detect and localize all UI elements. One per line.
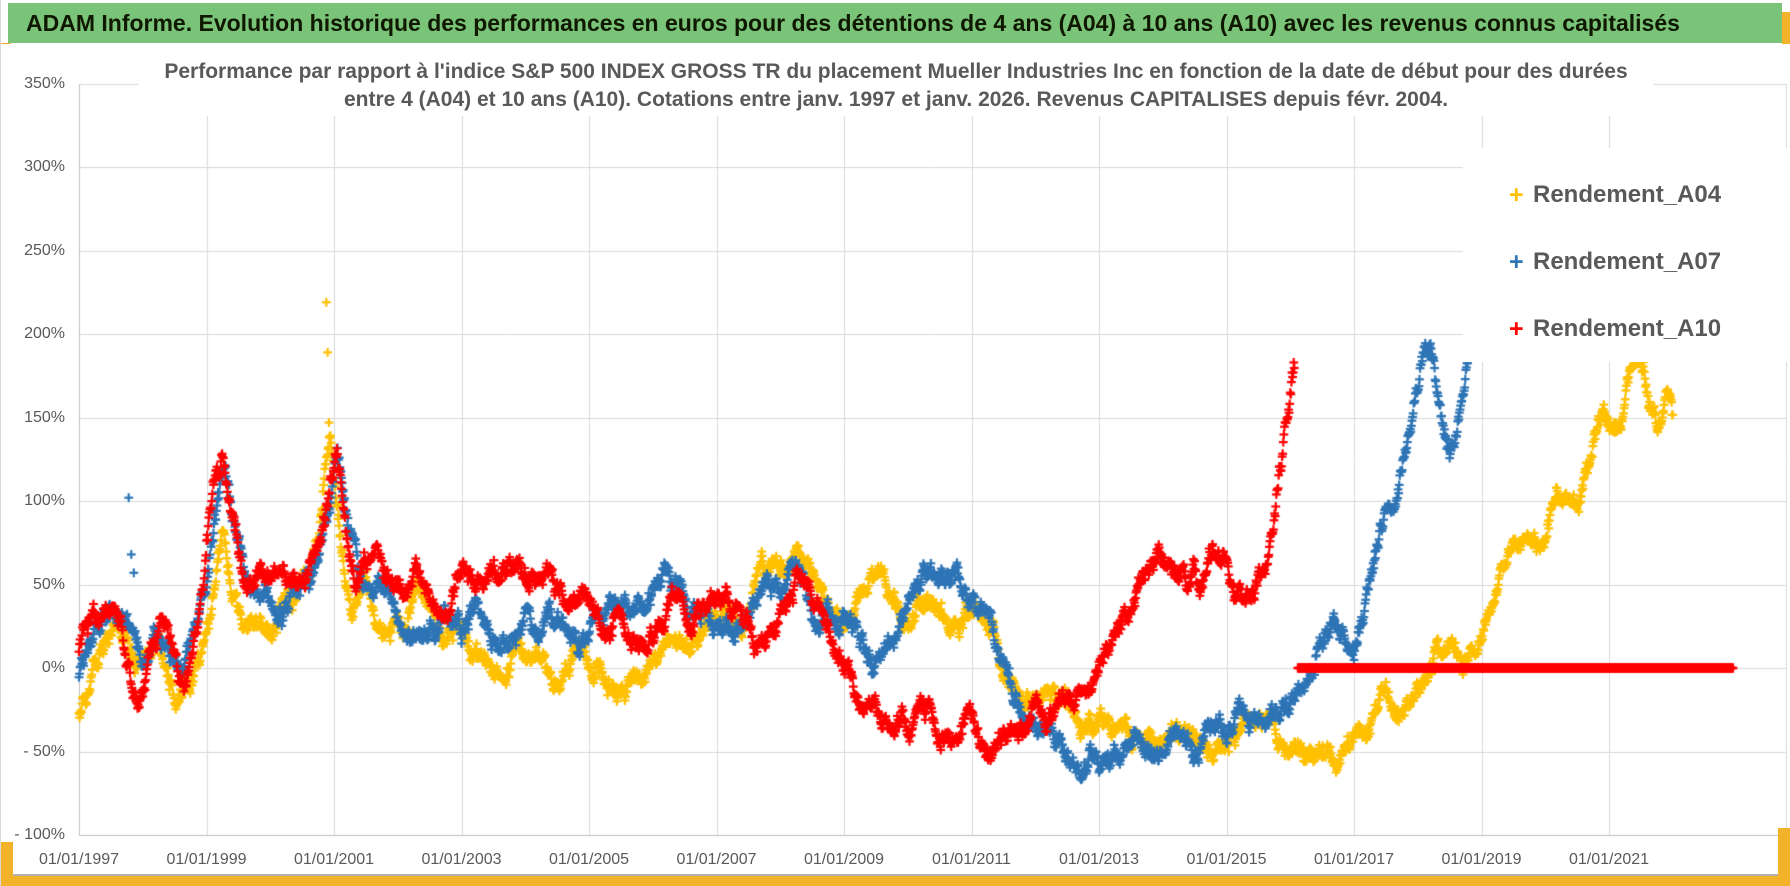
y-tick-label: 350% [24,74,65,92]
x-tick-label: 01/01/2017 [1313,851,1395,868]
y-tick-label: 50% [32,575,65,593]
x-tick-label: 01/01/2001 [293,851,375,868]
x-tick-label: 01/01/2019 [1441,851,1522,868]
x-tick-label: 01/01/2011 [932,851,1011,868]
y-tick-label: 100% [24,492,65,509]
x-tick-label: 01/01/2007 [676,851,757,868]
legend-item-rendement_a10[interactable]: + Rendement_A10 [1509,295,1789,362]
x-tick-label: 01/01/2003 [421,851,502,868]
x-tick-label: 01/01/1999 [166,851,247,868]
header-banner: ADAM Informe. Evolution historique des p… [8,3,1782,43]
y-tick-label: 300% [24,158,65,175]
x-tick-label: 01/01/2013 [1058,851,1140,868]
x-tick-label: 01/01/2015 [1186,851,1267,868]
chart-title: Performance par rapport à l'indice S&P 5… [138,56,1654,116]
x-tick-label: 01/01/2005 [548,851,630,868]
y-tick-label: - 100% [14,826,65,843]
legend-item-rendement_a04[interactable]: + Rendement_A04 [1509,162,1789,229]
y-tick-label: 150% [24,408,65,426]
legend-label: Rendement_A10 [1533,314,1722,342]
gold-frame-bottom [1,874,1790,886]
x-tick-label: 01/01/1997 [38,851,120,868]
legend-label: Rendement_A04 [1533,181,1722,209]
legend-marker-icon: + [1509,181,1524,210]
chart-title-line2: entre 4 (A04) et 10 ans (A10). Cotations… [343,88,1449,111]
x-tick-label: 01/01/2009 [803,851,885,868]
legend-marker-icon: + [1509,248,1524,276]
chart-legend[interactable]: + Rendement_A04 + Rendement_A07 + Rendement_A… [1463,148,1789,362]
legend-label: Rendement_A07 [1533,248,1722,275]
gold-frame-right-corner [1778,828,1790,886]
chart-title-line1: Performance par rapport à l'indice S&P 5… [164,60,1628,83]
y-tick-label: - 50% [23,742,65,760]
legend-item-rendement_a07[interactable]: + Rendement_A07 [1509,229,1789,296]
x-tick-label: 01/01/2021 [1568,851,1650,868]
legend-marker-icon: + [1509,314,1524,343]
chart-area: Performance par rapport à l'indice S&P 5… [1,44,1790,886]
y-tick-label: 200% [24,325,65,342]
gold-frame-left-corner [1,842,13,886]
y-tick-label: 0% [41,659,65,676]
header-title: ADAM Informe. Evolution historique des p… [26,9,1680,36]
y-tick-label: 250% [24,241,65,259]
gold-frame-right-top [1782,12,1790,48]
